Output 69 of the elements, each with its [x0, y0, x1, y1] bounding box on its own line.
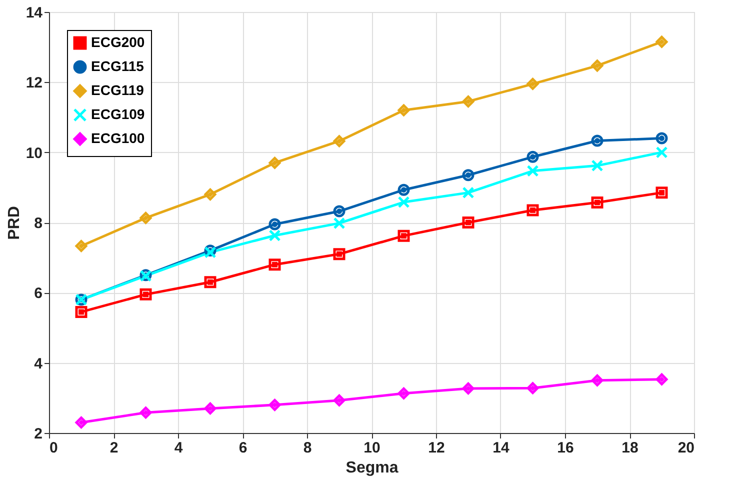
point: [398, 104, 410, 116]
point: [140, 288, 152, 300]
point: [140, 212, 152, 224]
point: [462, 186, 474, 199]
point: [333, 217, 346, 230]
point: [333, 248, 346, 260]
y-tick-label: 6: [34, 285, 42, 302]
x-tick-label: 16: [557, 440, 574, 456]
point: [656, 373, 668, 386]
point: [462, 169, 474, 182]
point: [333, 394, 346, 406]
x-tick-label: 0: [50, 440, 58, 456]
point: [526, 78, 539, 90]
x-tick-label: 4: [174, 440, 184, 456]
legend-label: ECG119: [91, 82, 144, 98]
x-tick-label: 12: [428, 440, 445, 456]
point: [526, 164, 539, 177]
legend-label: ECG200: [91, 34, 145, 50]
x-tick-label: 2: [110, 440, 118, 456]
point: [75, 240, 88, 252]
point: [526, 150, 539, 163]
point: [398, 196, 410, 208]
point: [75, 416, 88, 428]
y-tick-label: 2: [34, 426, 42, 442]
point: [204, 402, 216, 414]
point: [656, 36, 668, 48]
point: [462, 95, 474, 108]
point: [398, 387, 410, 400]
point: [656, 146, 668, 158]
y-axis-title: PRD: [6, 206, 23, 240]
legend-label: ECG109: [91, 106, 145, 122]
point: [591, 374, 604, 386]
x-axis-title: Segma: [346, 460, 398, 476]
point: [591, 134, 604, 147]
point: [398, 230, 410, 242]
point: [462, 382, 474, 394]
point: [526, 204, 539, 216]
point: [75, 306, 88, 318]
point: [268, 218, 281, 230]
x-tick-label: 18: [622, 440, 638, 456]
y-tick-label: 8: [34, 215, 42, 232]
point: [204, 276, 216, 288]
point: [268, 258, 281, 271]
point: [591, 60, 604, 72]
x-tick-label: 14: [492, 440, 510, 456]
legend-label: ECG115: [91, 58, 144, 74]
x-tick-label: 10: [364, 440, 380, 456]
point: [140, 406, 152, 419]
point: [398, 184, 410, 196]
point: [526, 382, 539, 394]
point: [204, 188, 216, 200]
y-tick-label: 12: [26, 74, 42, 92]
point: [591, 160, 604, 172]
point: [268, 229, 281, 242]
point: [268, 398, 281, 411]
point: [591, 196, 604, 208]
point: [333, 135, 346, 148]
point: [656, 186, 668, 199]
y-tick-label: 4: [34, 355, 44, 372]
x-tick-label: 20: [678, 440, 694, 456]
x-tick-label: 6: [238, 440, 248, 456]
point: [462, 216, 474, 228]
point: [268, 156, 281, 169]
legend-label: ECG100: [91, 130, 145, 146]
y-tick-label: 10: [26, 144, 42, 162]
point: [656, 132, 668, 144]
y-tick-label: 14: [26, 4, 44, 22]
point: [333, 205, 346, 218]
x-tick-label: 8: [303, 440, 312, 456]
